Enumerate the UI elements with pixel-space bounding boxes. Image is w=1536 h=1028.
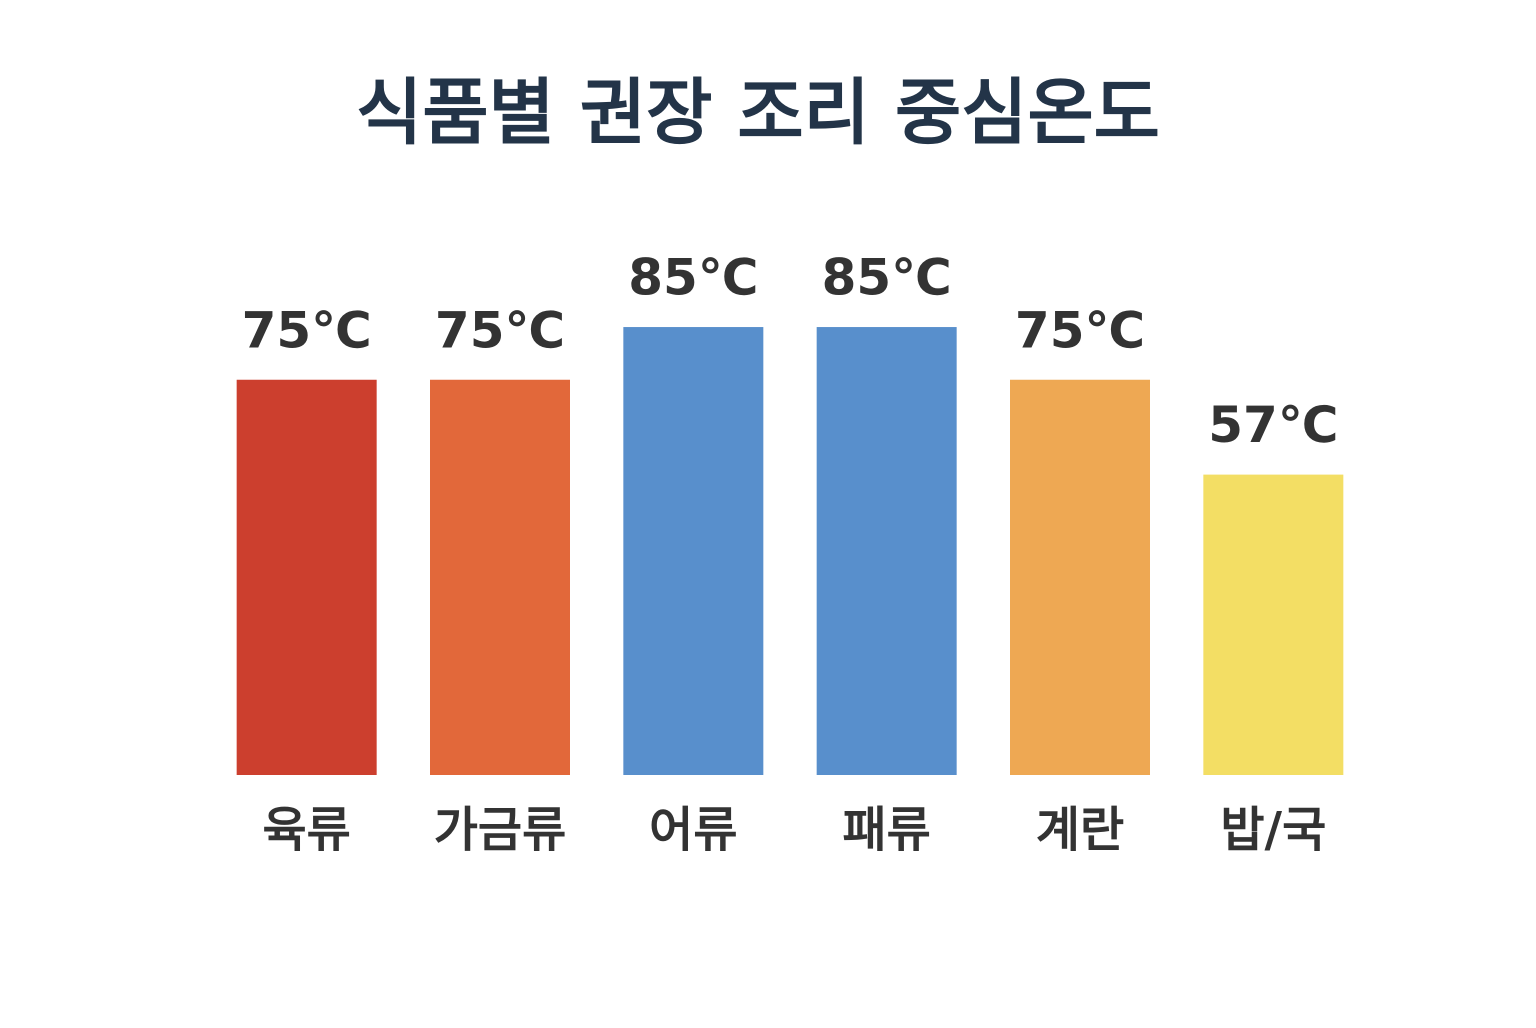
value-label: 75℃ xyxy=(1015,301,1145,359)
category-label: 계란 xyxy=(1036,802,1124,858)
bar xyxy=(816,327,957,775)
bar xyxy=(1010,379,1150,775)
category-label: 육류 xyxy=(263,802,351,858)
category-label: 어류 xyxy=(649,802,737,858)
value-label: 75℃ xyxy=(242,301,372,359)
category-label: 밥/국 xyxy=(1220,802,1326,858)
value-label: 57℃ xyxy=(1208,396,1338,454)
value-label: 75℃ xyxy=(435,301,565,359)
category-label: 패류 xyxy=(843,802,931,858)
bar xyxy=(430,379,570,775)
bar xyxy=(1203,474,1344,775)
value-label: 85℃ xyxy=(822,249,952,307)
category-label: 가금류 xyxy=(434,802,566,858)
bar xyxy=(236,379,377,775)
chart-title: 식품별 권장 조리 중심온도 xyxy=(356,71,1160,155)
value-label: 85℃ xyxy=(628,249,758,307)
bar xyxy=(623,327,764,775)
